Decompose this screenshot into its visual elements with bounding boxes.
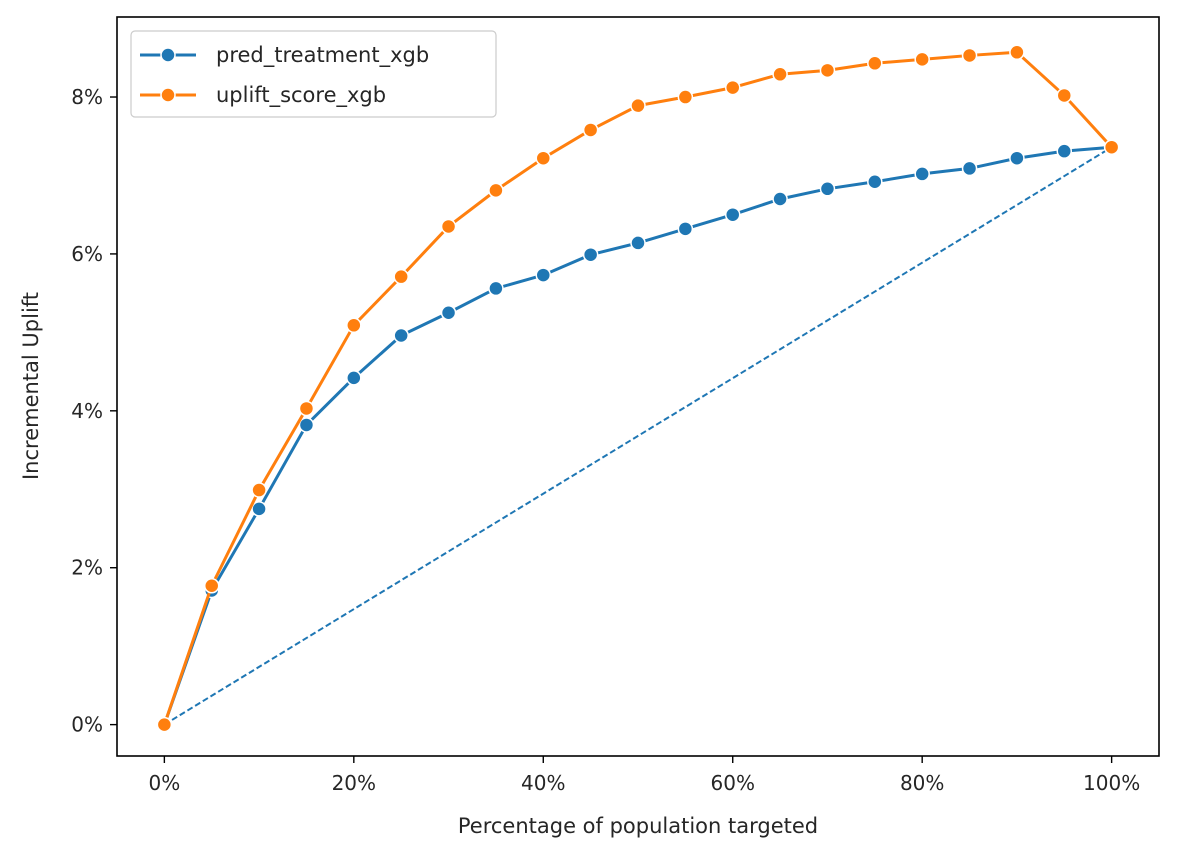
data-point-uplift_score_xgb-9 xyxy=(582,122,599,138)
data-point-uplift_score_xgb-6 xyxy=(440,218,457,235)
y-tick-label: 4% xyxy=(71,399,103,423)
y-tick-label: 8% xyxy=(71,85,103,109)
data-point-uplift_score_xgb-17 xyxy=(961,47,978,64)
legend-swatch-marker xyxy=(160,47,176,63)
data-point-pred_treatment_xgb-12 xyxy=(724,206,741,223)
plot-frame xyxy=(116,16,1160,757)
x-tick-label: 60% xyxy=(711,771,755,795)
y-tick-label: 2% xyxy=(71,556,103,580)
data-point-pred_treatment_xgb-18 xyxy=(1009,150,1025,166)
data-point-uplift_score_xgb-14 xyxy=(819,62,836,79)
data-point-pred_treatment_xgb-2 xyxy=(251,501,267,517)
legend: pred_treatment_xgb uplift_score_xgb xyxy=(130,30,497,118)
x-tick-label: 40% xyxy=(521,771,565,795)
y-tick-label: 6% xyxy=(71,242,103,266)
legend-box xyxy=(130,30,497,118)
data-point-pred_treatment_xgb-16 xyxy=(914,166,930,182)
data-point-pred_treatment_xgb-14 xyxy=(819,181,836,197)
data-point-uplift_score_xgb-19 xyxy=(1056,87,1073,104)
data-point-uplift_score_xgb-1 xyxy=(203,578,220,594)
baseline-line xyxy=(163,146,1113,726)
data-point-uplift_score_xgb-20 xyxy=(1103,139,1120,155)
y-axis-label: Incremental Uplift xyxy=(19,292,43,480)
data-point-pred_treatment_xgb-15 xyxy=(867,173,883,190)
x-tick-label: 100% xyxy=(1083,771,1140,795)
y-axis-ticks: 0% 2% 4% 6% 8% xyxy=(71,85,117,737)
y-tick-label: 0% xyxy=(71,713,103,737)
x-tick-label: 20% xyxy=(332,771,376,795)
data-point-uplift_score_xgb-11 xyxy=(677,89,694,105)
data-point-pred_treatment_xgb-4 xyxy=(346,370,362,386)
x-tick-label: 0% xyxy=(148,771,180,795)
data-point-pred_treatment_xgb-17 xyxy=(961,160,978,177)
data-point-uplift_score_xgb-18 xyxy=(1009,44,1025,61)
data-point-pred_treatment_xgb-10 xyxy=(630,235,646,251)
data-point-uplift_score_xgb-7 xyxy=(488,182,504,199)
data-point-uplift_score_xgb-12 xyxy=(724,79,741,96)
data-point-uplift_score_xgb-15 xyxy=(867,55,883,72)
data-point-pred_treatment_xgb-9 xyxy=(582,246,599,263)
x-axis-ticks: 0% 20% 40% 60% 80% 100% xyxy=(148,756,1140,795)
data-point-uplift_score_xgb-4 xyxy=(346,317,362,334)
baseline-layer xyxy=(163,146,1113,726)
data-point-pred_treatment_xgb-3 xyxy=(298,417,315,433)
legend-swatch-marker xyxy=(160,87,176,103)
data-point-uplift_score_xgb-0 xyxy=(156,716,173,733)
data-point-uplift_score_xgb-10 xyxy=(630,97,646,114)
data-point-pred_treatment_xgb-6 xyxy=(440,305,457,321)
data-point-uplift_score_xgb-16 xyxy=(914,51,930,68)
plot-area xyxy=(117,17,1159,756)
data-point-pred_treatment_xgb-13 xyxy=(772,191,788,207)
data-point-uplift_score_xgb-13 xyxy=(772,66,788,83)
legend-label: uplift_score_xgb xyxy=(216,83,386,108)
data-point-pred_treatment_xgb-5 xyxy=(393,327,409,344)
legend-label: pred_treatment_xgb xyxy=(216,43,429,68)
data-point-pred_treatment_xgb-7 xyxy=(488,280,504,297)
data-point-uplift_score_xgb-3 xyxy=(298,400,315,417)
series-layer xyxy=(156,44,1120,733)
data-point-pred_treatment_xgb-19 xyxy=(1056,143,1073,159)
data-point-uplift_score_xgb-2 xyxy=(251,482,267,498)
x-tick-label: 80% xyxy=(900,771,944,795)
data-point-pred_treatment_xgb-8 xyxy=(535,267,552,283)
data-point-uplift_score_xgb-8 xyxy=(535,150,552,166)
x-axis-label: Percentage of population targeted xyxy=(458,814,818,838)
data-point-uplift_score_xgb-5 xyxy=(393,268,409,285)
data-point-pred_treatment_xgb-11 xyxy=(677,221,694,237)
